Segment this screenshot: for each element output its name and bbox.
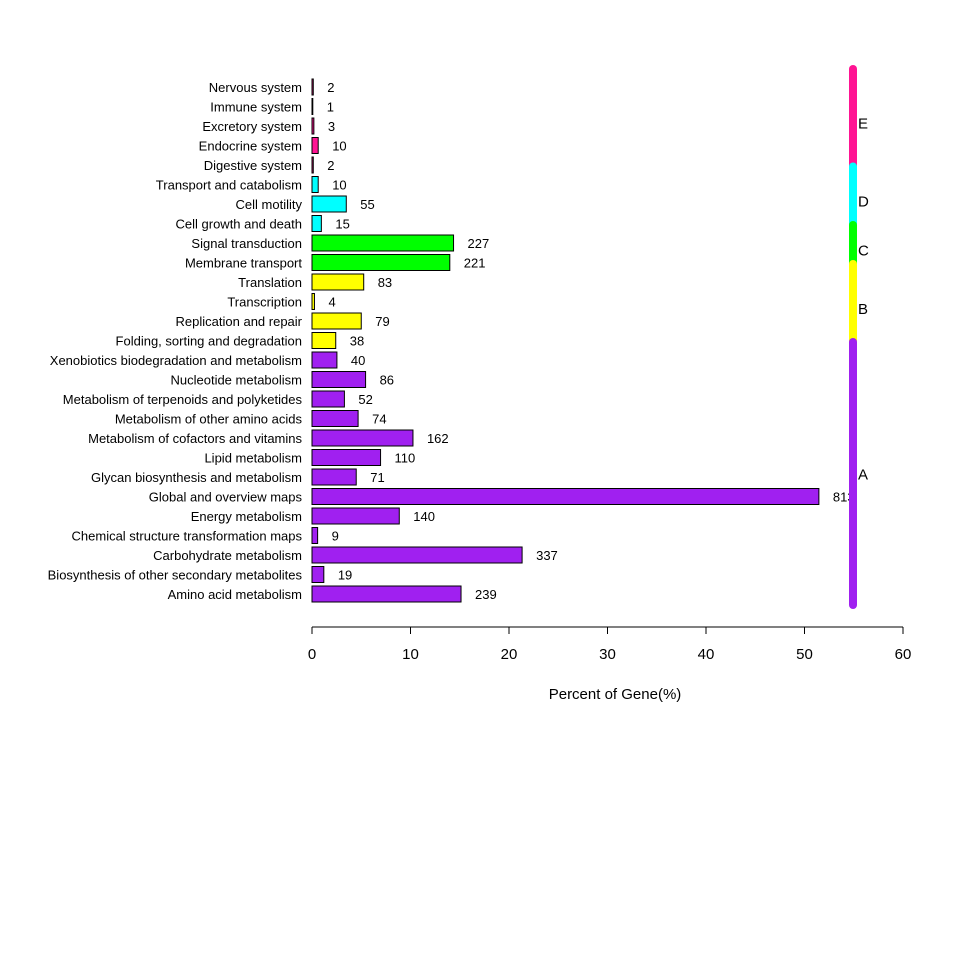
count-label: 221 [464,256,486,271]
category-label: Metabolism of terpenoids and polyketides [63,392,303,407]
bar [311,585,462,603]
x-axis-title: Percent of Gene(%) [549,686,682,703]
group-label: B [858,301,868,318]
count-label: 86 [380,373,394,388]
count-label: 83 [378,275,392,290]
bar [311,195,347,213]
x-tick-label: 0 [308,646,316,663]
bars-layer [311,78,820,603]
x-tick-label: 10 [402,646,419,663]
category-labels: Nervous system Immune system Excretory sys… [48,80,303,602]
category-label: Translation [238,275,302,290]
bar [311,371,367,388]
count-label: 9 [332,529,339,544]
count-label: 239 [475,587,497,602]
bar [311,117,315,135]
category-label: Energy metabolism [191,509,302,524]
category-label: Immune system [210,100,302,115]
count-label: 52 [358,392,372,407]
bar [311,410,359,427]
bar [311,156,314,174]
category-label: Replication and repair [176,314,303,329]
category-label: Nervous system [209,80,302,95]
category-label: Global and overview maps [149,490,303,505]
category-label: Transcription [227,295,302,310]
x-tick-label: 60 [895,646,912,663]
count-label: 10 [332,139,346,154]
x-axis: 0 10 20 30 40 50 60 [308,626,912,663]
count-label: 2 [327,80,334,95]
category-label: Cell motility [236,197,303,212]
count-label: 38 [350,334,364,349]
bar [311,546,523,564]
category-label: Carbohydrate metabolism [153,548,302,563]
bar [311,215,322,232]
bar [311,312,362,330]
group-label: C [858,242,869,259]
count-label: 162 [427,431,449,446]
category-label: Membrane transport [185,256,302,271]
count-label: 19 [338,568,352,583]
category-label: Nucleotide metabolism [170,373,302,388]
category-label: Folding, sorting and degradation [116,334,302,349]
bar [311,98,314,115]
category-label: Transport and catabolism [156,178,302,193]
category-label: Metabolism of cofactors and vitamins [88,431,302,446]
category-label: Lipid metabolism [204,451,302,466]
category-label: Endocrine system [199,139,302,154]
category-label: Chemical structure transformation maps [72,529,303,544]
bar [311,332,337,349]
category-label: Metabolism of other amino acids [115,412,303,427]
count-label: 40 [351,353,365,368]
group-label: D [858,194,869,211]
bar [311,293,315,310]
count-label: 337 [536,548,558,563]
bar [311,429,414,447]
bar [311,351,338,369]
count-label: 74 [372,412,386,427]
count-label: 15 [335,217,349,232]
count-label: 140 [413,509,435,524]
bar [311,254,451,271]
count-label: 4 [328,295,335,310]
x-tick-label: 20 [501,646,518,663]
bar [311,449,382,466]
category-label: Biosynthesis of other secondary metaboli… [48,568,303,583]
category-label: Amino acid metabolism [168,587,302,602]
bar [311,176,319,193]
count-label: 10 [332,178,346,193]
x-tick-label: 50 [796,646,813,663]
count-label: 2 [327,158,334,173]
group-legend: E D C B A [849,65,869,609]
category-label: Signal transduction [191,236,302,251]
x-tick-label: 40 [698,646,715,663]
count-label: 79 [375,314,389,329]
count-label: 227 [468,236,490,251]
category-label: Glycan biosynthesis and metabolism [91,470,302,485]
bar [311,566,325,583]
count-label: 1 [327,100,334,115]
count-label: 110 [395,451,416,466]
bar [311,273,365,291]
category-label: Digestive system [204,158,302,173]
count-label: 3 [328,119,335,134]
bar [311,468,357,486]
count-label: 55 [360,197,374,212]
bar [311,390,345,408]
category-label: Cell growth and death [176,217,302,232]
bar [311,78,314,96]
bar [311,137,319,154]
group-label: A [858,467,868,484]
bar [311,488,820,505]
x-tick-label: 30 [599,646,616,663]
bar [311,507,400,525]
bar [311,527,319,544]
count-label: 71 [370,470,384,485]
category-label: Excretory system [202,119,302,134]
category-label: Xenobiotics biodegradation and metabolis… [50,353,302,368]
group-label: E [858,116,868,133]
bar [311,234,455,252]
